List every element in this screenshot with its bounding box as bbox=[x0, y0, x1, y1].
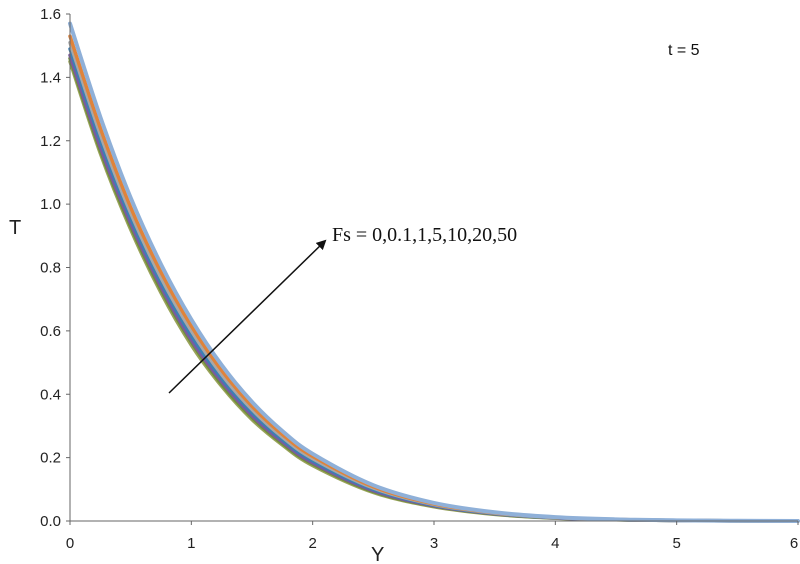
series-line-5 bbox=[68, 40, 800, 523]
series-line-2 bbox=[68, 56, 800, 523]
y-tick-label: 1.6 bbox=[40, 6, 61, 23]
x-tick-label: 4 bbox=[551, 535, 559, 552]
y-axis-ticks: 0.0 0.2 0.4 0.6 0.8 1.0 1.2 1.4 1.6 bbox=[40, 6, 70, 530]
x-tick-label: 3 bbox=[430, 535, 438, 552]
time-annotation: t = 5 bbox=[668, 42, 700, 59]
x-tick-label: 6 bbox=[790, 535, 798, 552]
series-line-6 bbox=[68, 34, 800, 523]
y-tick-label: 0.0 bbox=[40, 513, 61, 530]
series-line-4 bbox=[68, 47, 800, 523]
y-tick-label: 1.4 bbox=[40, 69, 61, 86]
x-axis-ticks: 0 1 2 3 4 5 6 bbox=[66, 521, 799, 552]
series-line-7 bbox=[68, 21, 800, 523]
x-axis-label: Y bbox=[371, 544, 384, 564]
y-tick-label: 0.4 bbox=[40, 386, 61, 403]
y-tick-label: 1.0 bbox=[40, 196, 61, 213]
y-tick-label: 0.8 bbox=[40, 260, 61, 277]
x-tick-label: 2 bbox=[308, 535, 316, 552]
x-tick-label: 0 bbox=[66, 535, 74, 552]
series-line-1 bbox=[68, 59, 800, 523]
x-tick-label: 1 bbox=[187, 535, 195, 552]
y-tick-label: 0.2 bbox=[40, 450, 61, 467]
parameter-arrow bbox=[168, 239, 327, 394]
y-tick-label: 0.6 bbox=[40, 323, 61, 340]
y-axis-label: T bbox=[9, 217, 21, 239]
parameter-annotation: Fs = 0,0.1,1,5,10,20,50 bbox=[332, 224, 517, 246]
series-line-3 bbox=[68, 53, 800, 523]
x-tick-label: 5 bbox=[672, 535, 680, 552]
y-tick-label: 1.2 bbox=[40, 133, 61, 150]
series-curves bbox=[68, 21, 800, 523]
